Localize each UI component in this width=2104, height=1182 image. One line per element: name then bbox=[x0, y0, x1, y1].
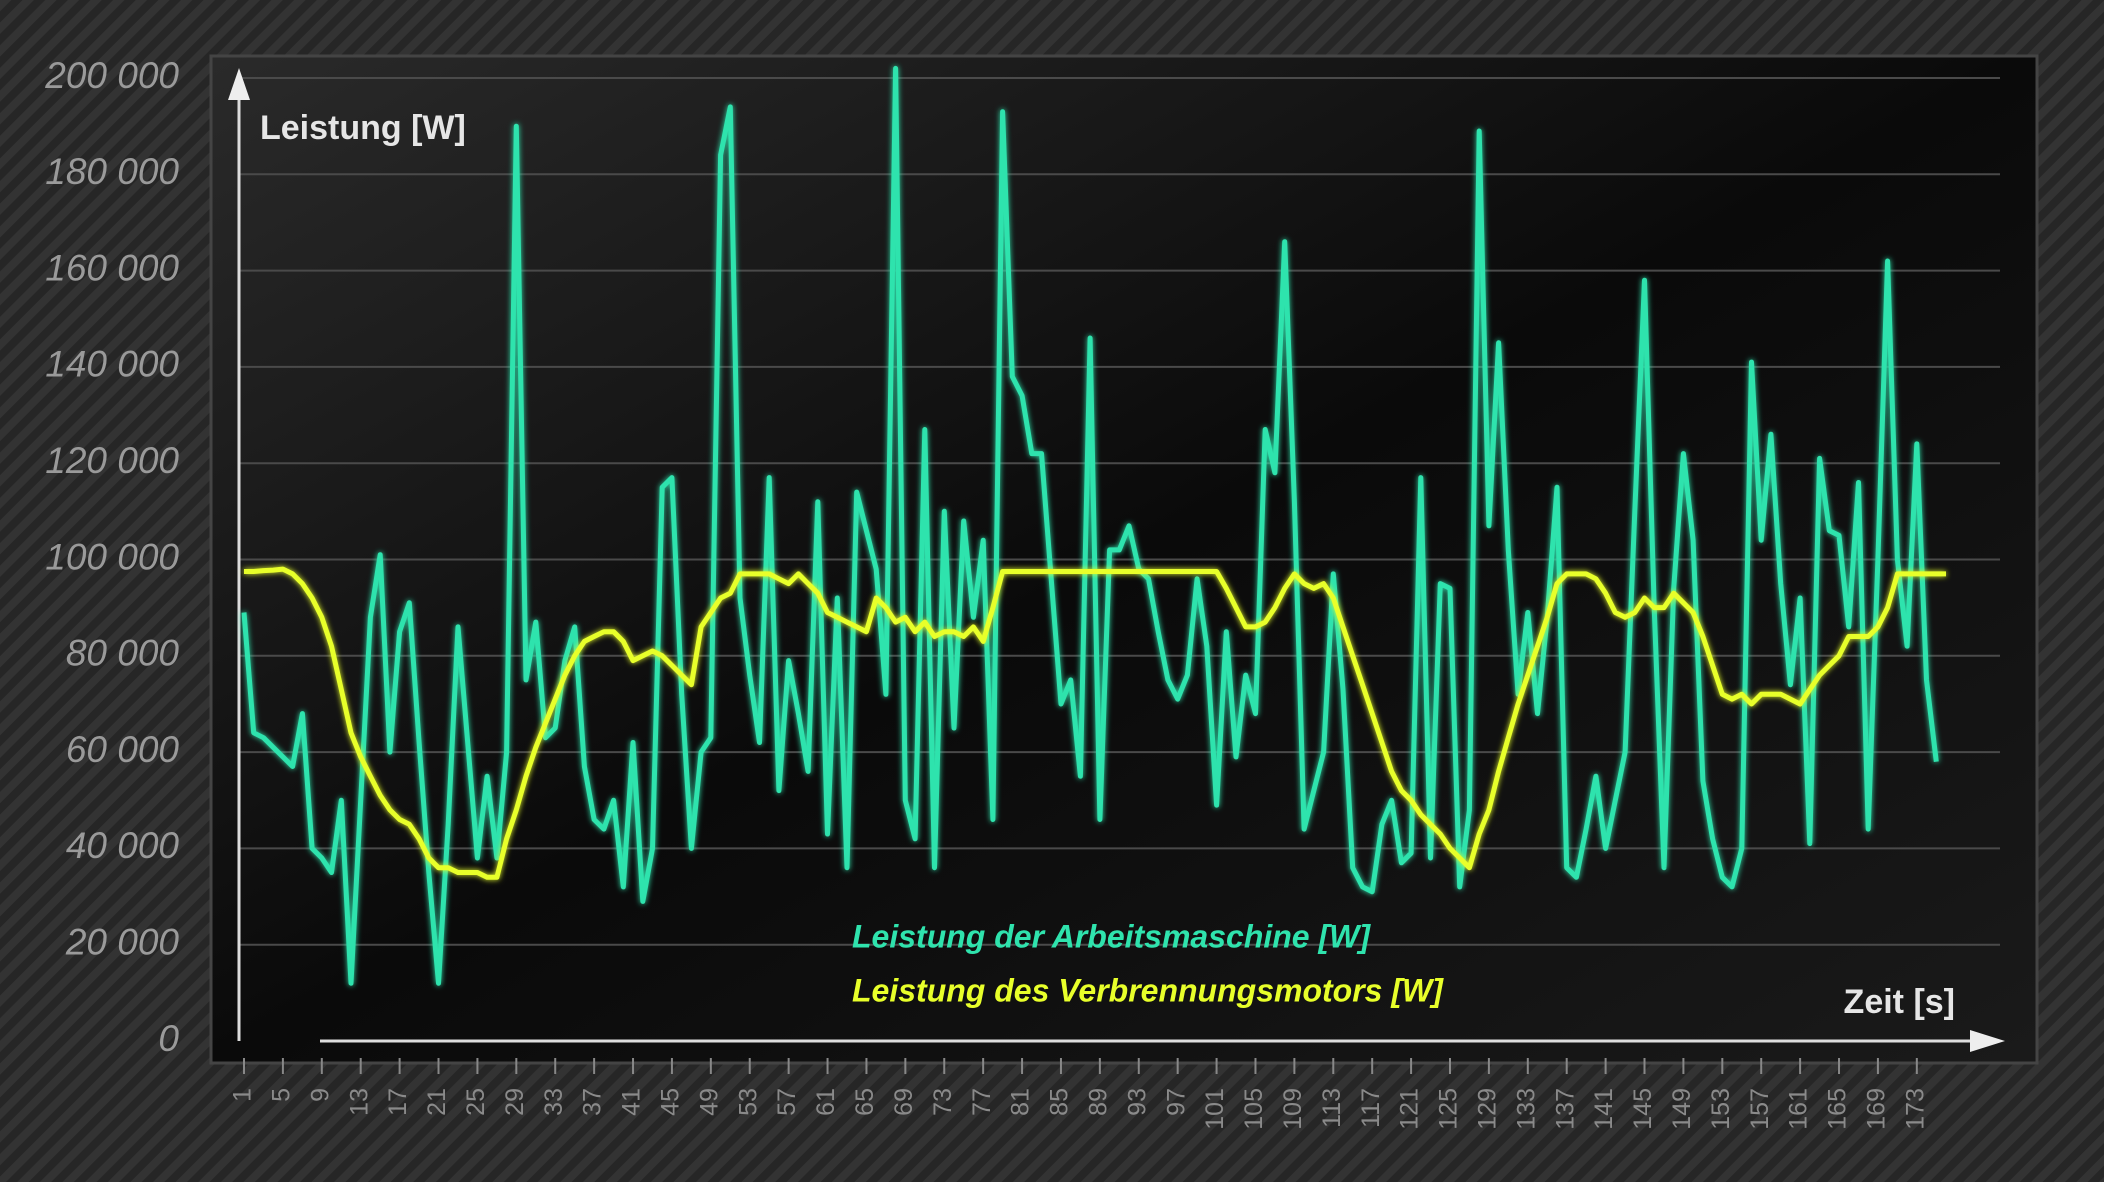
y-tick-label: 20 000 bbox=[65, 921, 180, 962]
x-tick-label: 133 bbox=[1512, 1088, 1540, 1130]
x-tick-label: 97 bbox=[1162, 1088, 1190, 1116]
x-tick-label: 73 bbox=[929, 1088, 957, 1116]
x-tick-label: 69 bbox=[890, 1088, 918, 1116]
x-tick-label: 113 bbox=[1318, 1088, 1346, 1128]
x-tick-label: 109 bbox=[1279, 1088, 1307, 1130]
x-tick-label: 149 bbox=[1668, 1088, 1696, 1130]
x-tick-label: 29 bbox=[501, 1088, 529, 1116]
x-tick-label: 9 bbox=[306, 1088, 334, 1102]
x-tick-label: 153 bbox=[1707, 1088, 1735, 1130]
x-tick-label: 21 bbox=[423, 1088, 451, 1116]
x-tick-label: 25 bbox=[462, 1088, 490, 1116]
x-tick-label: 105 bbox=[1240, 1088, 1268, 1130]
x-tick-label: 1 bbox=[229, 1088, 257, 1102]
y-tick-label: 120 000 bbox=[45, 440, 179, 481]
x-tick-label: 77 bbox=[968, 1088, 996, 1116]
x-tick-label: 117 bbox=[1357, 1088, 1385, 1128]
x-tick-label: 101 bbox=[1201, 1088, 1229, 1130]
x-tick-label: 145 bbox=[1629, 1088, 1657, 1130]
x-tick-label: 165 bbox=[1824, 1088, 1852, 1130]
x-tick-label: 49 bbox=[695, 1088, 723, 1116]
x-tick-label: 45 bbox=[657, 1088, 685, 1116]
x-tick-label: 33 bbox=[540, 1088, 568, 1116]
x-tick-label: 141 bbox=[1590, 1088, 1618, 1130]
x-tick-label: 85 bbox=[1046, 1088, 1074, 1116]
y-tick-label: 80 000 bbox=[66, 633, 180, 674]
x-tick-label: 5 bbox=[268, 1088, 296, 1102]
x-tick-label: 89 bbox=[1084, 1088, 1112, 1116]
x-tick-label: 61 bbox=[812, 1088, 840, 1116]
y-tick-label: 0 bbox=[158, 1018, 179, 1059]
y-tick-label: 40 000 bbox=[66, 825, 180, 866]
line-series bbox=[244, 566, 1946, 880]
x-tick-label: 129 bbox=[1474, 1088, 1502, 1130]
x-tick-label: 57 bbox=[773, 1088, 801, 1116]
y-tick-label: 180 000 bbox=[45, 151, 179, 192]
x-tick-label: 93 bbox=[1123, 1088, 1151, 1116]
x-axis-arrow bbox=[1970, 1030, 2005, 1052]
x-tick-label: 53 bbox=[734, 1088, 762, 1116]
y-tick-label: 60 000 bbox=[66, 729, 180, 770]
x-tick-label: 37 bbox=[579, 1088, 607, 1116]
legend-label: Leistung der Arbeitsmaschine [W] bbox=[852, 918, 1371, 954]
y-axis-label: Leistung [W] bbox=[260, 109, 466, 147]
x-tick-label: 121 bbox=[1396, 1088, 1424, 1130]
x-tick-label: 41 bbox=[618, 1088, 646, 1116]
y-tick-label: 140 000 bbox=[45, 344, 179, 385]
x-tick-label: 17 bbox=[384, 1088, 412, 1116]
x-tick-label: 81 bbox=[1007, 1088, 1035, 1116]
x-axis-label: Zeit [s] bbox=[1844, 983, 1955, 1021]
x-tick-label: 161 bbox=[1785, 1088, 1813, 1130]
x-tick-label: 157 bbox=[1746, 1088, 1774, 1130]
y-axis-arrow bbox=[228, 68, 250, 100]
legend-label: Leistung des Verbrennungsmotors [W] bbox=[852, 972, 1444, 1008]
y-tick-label: 160 000 bbox=[45, 247, 179, 288]
x-tick-label: 173 bbox=[1901, 1088, 1929, 1130]
y-tick-label: 200 000 bbox=[44, 55, 179, 96]
x-tick-label: 137 bbox=[1551, 1088, 1579, 1130]
x-tick-label: 125 bbox=[1435, 1088, 1463, 1130]
x-tick-label: 13 bbox=[345, 1088, 373, 1116]
x-tick-label: 65 bbox=[851, 1088, 879, 1116]
x-tick-label: 169 bbox=[1863, 1088, 1891, 1130]
y-tick-label: 100 000 bbox=[45, 536, 179, 577]
